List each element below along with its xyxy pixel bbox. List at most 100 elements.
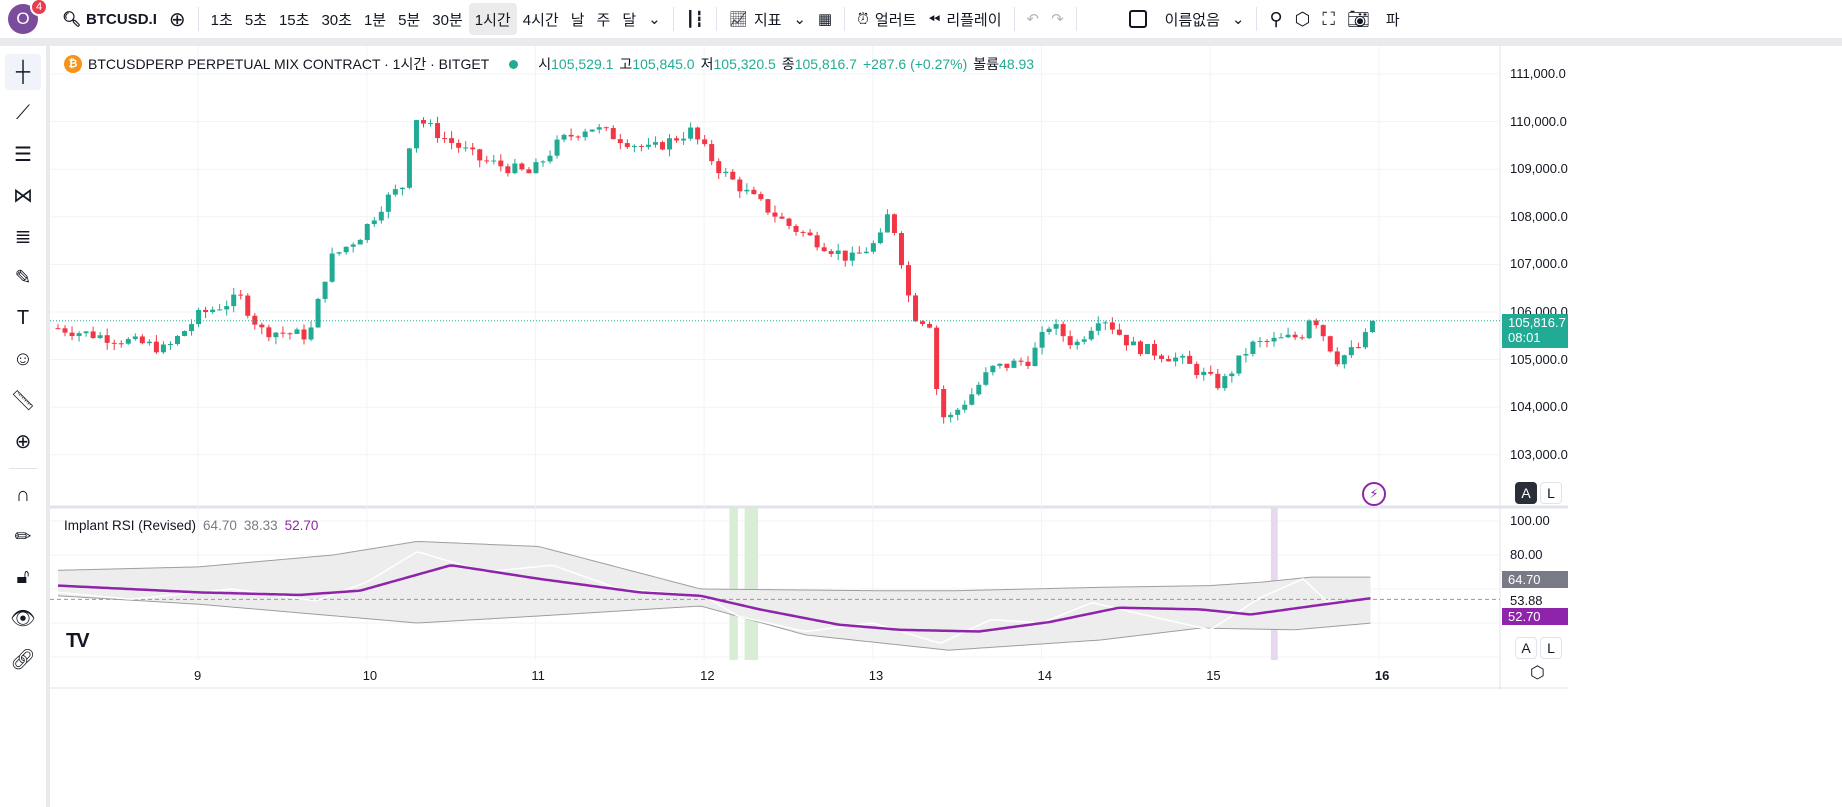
interval-6[interactable]: 30분 — [432, 11, 463, 29]
crosshair-tool[interactable]: ┼ — [5, 54, 41, 90]
candle — [1236, 355, 1242, 374]
candle — [125, 339, 131, 344]
interval-8[interactable]: 4시간 — [522, 11, 559, 29]
divider — [672, 7, 674, 31]
auto-scale-button-rsi[interactable]: A — [1515, 637, 1537, 659]
layout-name-button[interactable]: 이름없음 — [1123, 3, 1226, 35]
candle — [1257, 341, 1263, 343]
candle — [174, 335, 180, 345]
undo-button[interactable]: ↶ — [1021, 3, 1046, 35]
interval-11[interactable]: 달 — [622, 11, 637, 29]
interval-1[interactable]: 5초 — [244, 11, 267, 29]
candle — [406, 148, 412, 188]
chart-type-button[interactable]: ┃┇ — [680, 3, 710, 35]
interval-0[interactable]: 1초 — [210, 11, 233, 29]
indicators-dropdown[interactable]: ⌄ — [787, 3, 812, 35]
price-axis-label: 103,000.0 — [1510, 446, 1568, 462]
candle — [167, 344, 173, 346]
candle — [1362, 332, 1368, 348]
auto-scale-button[interactable]: A — [1515, 482, 1537, 504]
candle — [589, 129, 595, 132]
emoji-tool[interactable]: ☺ — [5, 341, 41, 377]
text-tool[interactable]: T — [5, 300, 41, 336]
interval-4[interactable]: 1분 — [363, 11, 387, 29]
candle — [519, 163, 525, 170]
brush-tool[interactable]: ✎ — [5, 259, 41, 295]
candle — [821, 247, 827, 252]
symbol-title[interactable]: BTCUSDPERP PERPETUAL MIX CONTRACT · 1시간 … — [88, 56, 490, 72]
templates-button[interactable]: ▦ — [812, 3, 838, 35]
candle — [842, 250, 848, 261]
candle — [667, 138, 673, 150]
replay-button[interactable]: ⏪︎ 리플레이 — [928, 10, 1002, 29]
chevron-down-icon: ⌄ — [1231, 11, 1245, 28]
interval-9[interactable]: 날 — [570, 11, 585, 29]
ruler-icon: 📏︎ — [10, 389, 36, 412]
interval-7[interactable]: 1시간 — [468, 3, 517, 35]
redo-button[interactable]: ↷ — [1045, 3, 1070, 35]
indicator-name[interactable]: Implant RSI (Revised) — [64, 518, 197, 533]
candle — [1032, 347, 1038, 366]
chart-settings-icon[interactable]: ⬡ — [1530, 663, 1545, 682]
candle — [1187, 355, 1193, 364]
publish-button[interactable]: 파 — [1385, 11, 1400, 29]
candle — [266, 327, 272, 338]
candle — [779, 216, 785, 219]
screenshot-button[interactable]: 📷︎ — [1341, 3, 1376, 35]
log-scale-button[interactable]: L — [1540, 482, 1562, 504]
candle — [793, 225, 799, 232]
alert-button[interactable]: ⏰︎ 얼러트 — [857, 10, 917, 29]
log-scale-button-rsi[interactable]: L — [1540, 637, 1562, 659]
candle — [1194, 363, 1200, 376]
candle — [1250, 341, 1256, 354]
magnet-tool[interactable]: ∩ — [5, 477, 41, 513]
fullscreen-button[interactable]: ⛶ — [1316, 3, 1341, 35]
candle — [97, 335, 103, 338]
quick-search-button[interactable]: ⚲ — [1263, 3, 1288, 35]
candle — [399, 187, 405, 190]
search-icon: ⚲ — [1269, 8, 1283, 29]
add-symbol-button[interactable]: ⊕ — [163, 3, 192, 35]
unlock-icon: 🔓︎ — [16, 565, 30, 588]
candle — [259, 324, 265, 328]
ruler-tool[interactable]: 📏︎ — [5, 382, 41, 418]
symbol-search[interactable]: 🔍︎ BTCUSD.I — [62, 10, 157, 29]
candle — [596, 127, 602, 130]
lock-drawing-tool[interactable]: ✏︎ — [5, 518, 41, 554]
settings-button[interactable]: ⬡ — [1289, 3, 1317, 35]
trendline-tool[interactable]: ⟋ — [5, 95, 41, 131]
magnet-icon: ∩ — [15, 483, 31, 506]
upper-band-label: 64.70 — [1502, 571, 1568, 588]
interval-5[interactable]: 5분 — [398, 11, 421, 29]
tradingview-logo[interactable]: TV — [66, 630, 90, 652]
indicators-button[interactable]: 📈︎ 지표 — [728, 11, 782, 29]
pattern-tool[interactable]: ⋈ — [5, 177, 41, 213]
candle — [554, 139, 560, 156]
zoom-tool[interactable]: ⊕ — [5, 423, 41, 459]
interval-dropdown[interactable]: ⌄ — [642, 3, 667, 35]
candle — [1159, 355, 1165, 359]
time-axis-label: 14 — [1037, 668, 1052, 683]
interval-3[interactable]: 30초 — [321, 11, 352, 29]
candle — [1278, 337, 1284, 339]
notification-badge: 4 — [30, 0, 48, 16]
remove-drawings-tool[interactable]: 🔗︎ — [5, 641, 41, 677]
lock-all-tool[interactable]: 🔓︎ — [5, 559, 41, 595]
candle — [301, 329, 307, 340]
fib-tool[interactable]: ☰ — [5, 136, 41, 172]
candle — [723, 171, 729, 174]
price-axis-label: 109,000.0 — [1510, 161, 1568, 177]
candle — [491, 160, 497, 162]
interval-2[interactable]: 15초 — [278, 11, 310, 29]
layout-dropdown[interactable]: ⌄ — [1226, 3, 1251, 35]
crosshair-icon: ┼ — [15, 60, 31, 83]
interval-10[interactable]: 주 — [596, 11, 611, 29]
forecast-tool[interactable]: ≣ — [5, 218, 41, 254]
lightning-icon[interactable]: ⚡︎ — [1362, 482, 1386, 506]
candle — [948, 414, 954, 418]
divider — [1256, 7, 1258, 31]
candle — [512, 163, 518, 174]
hide-drawings-tool[interactable]: 👁︎ — [5, 600, 41, 636]
